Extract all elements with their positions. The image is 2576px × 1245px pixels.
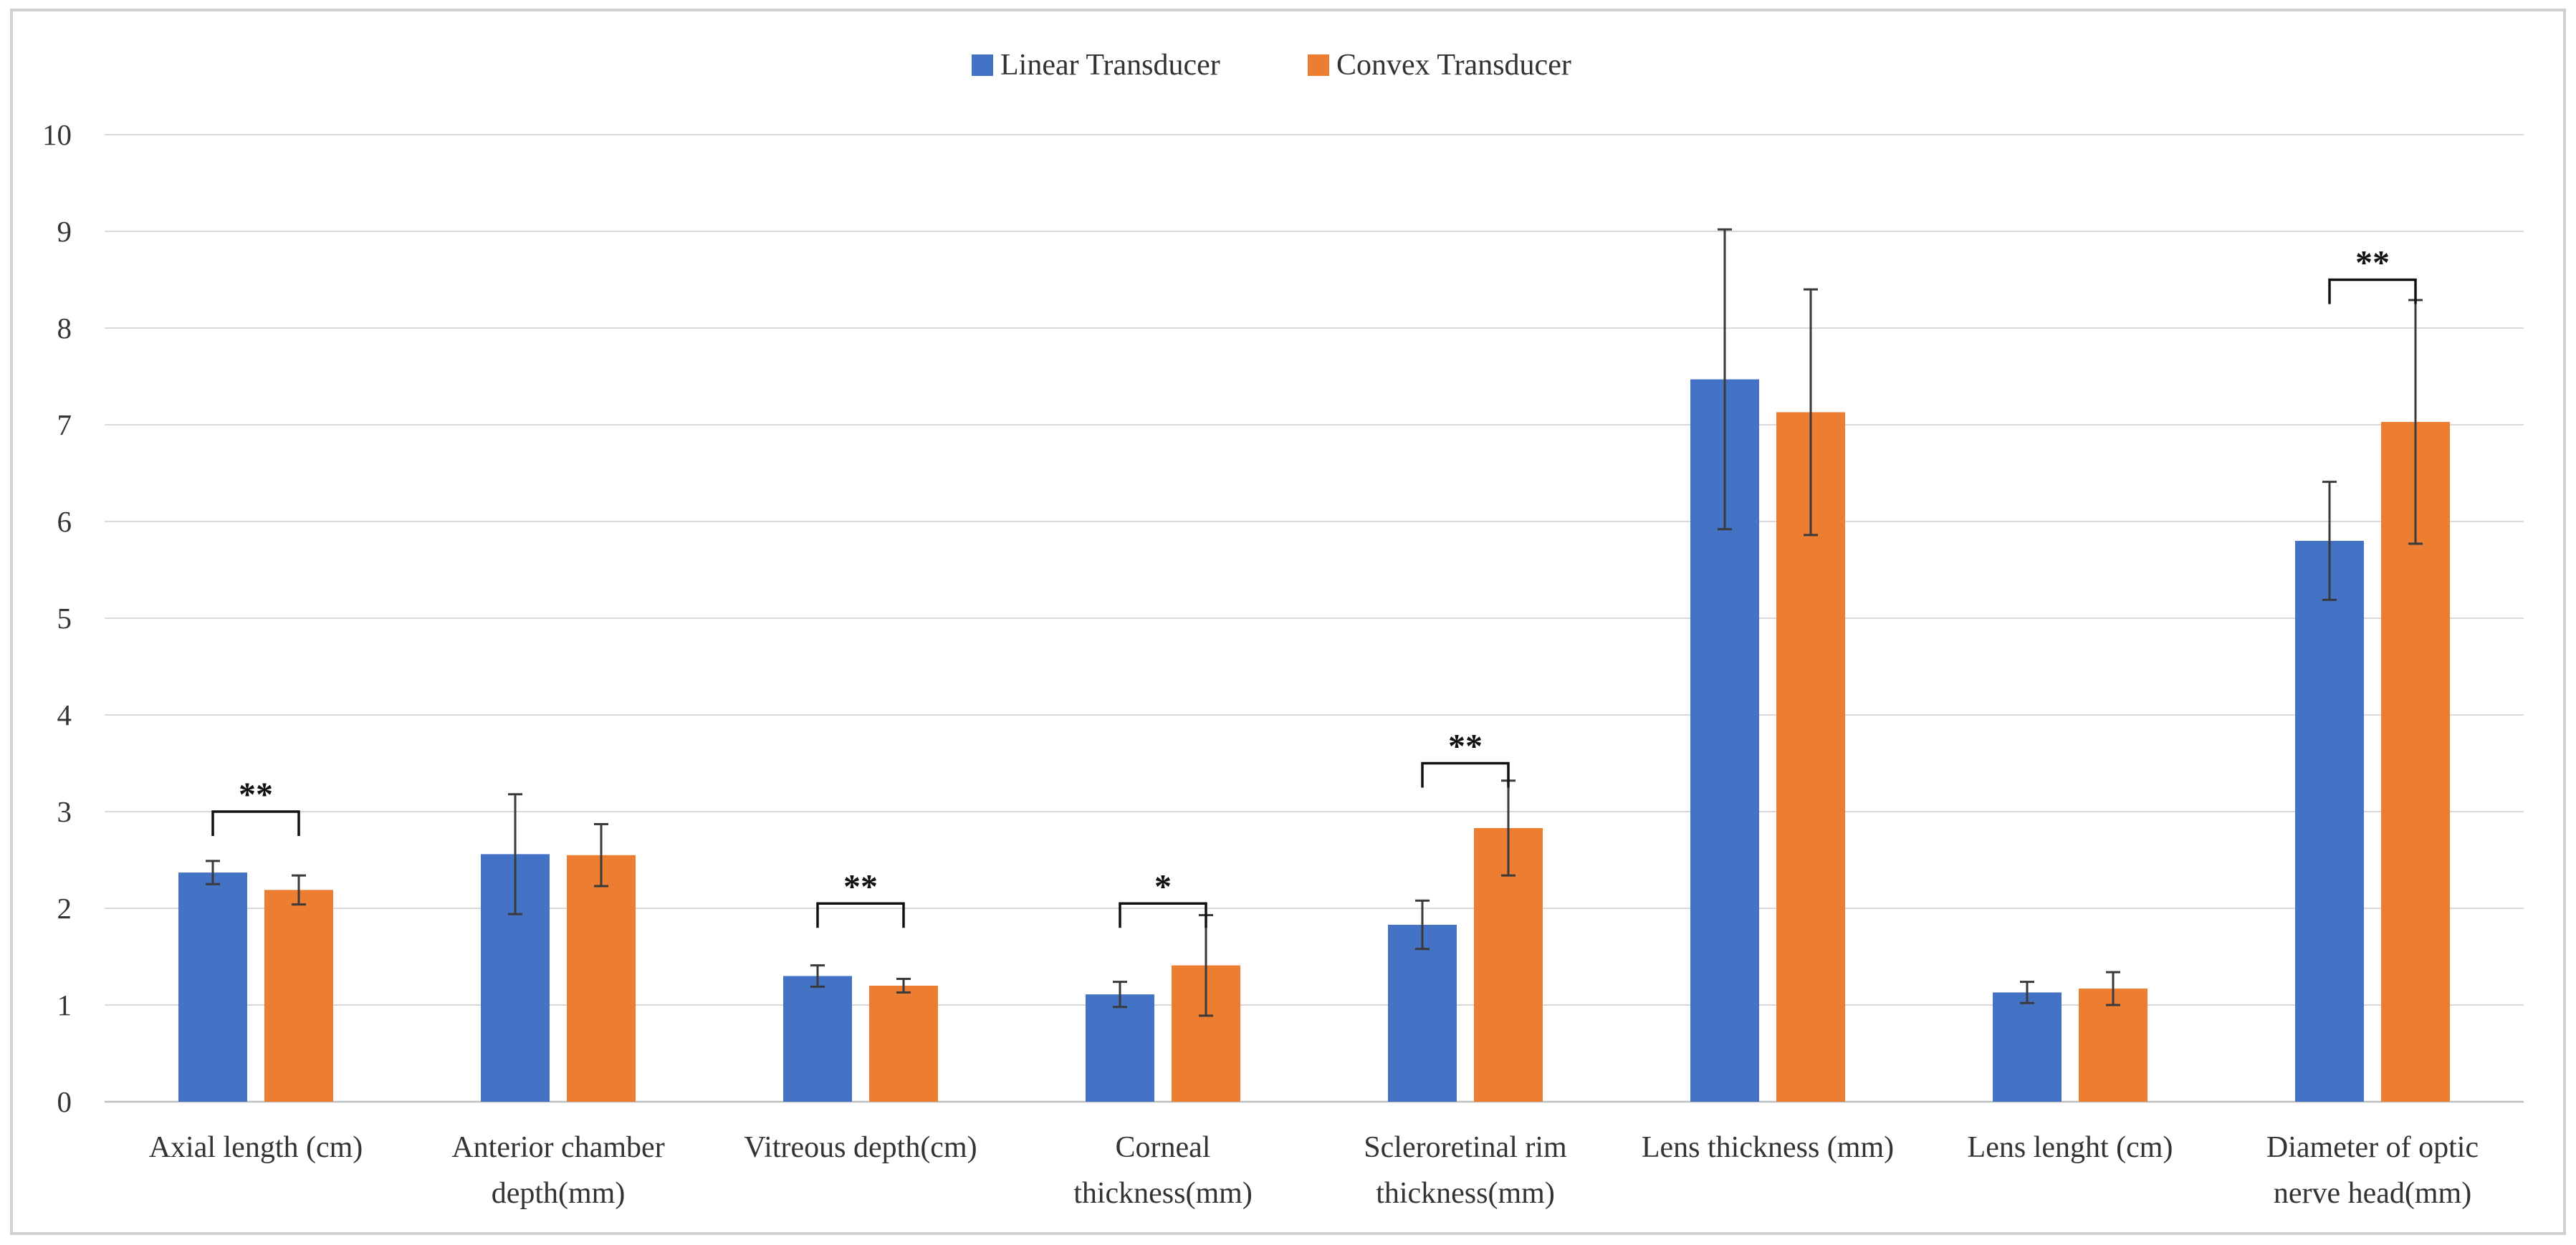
x-category-label: Scleroretinal rim <box>1364 1131 1567 1164</box>
x-category-label: Diameter of optic <box>2266 1131 2479 1164</box>
legend-label: Convex Transducer <box>1336 49 1571 82</box>
bar-linear <box>178 873 247 1102</box>
significance-bracket <box>816 902 905 928</box>
significance-bracket <box>1119 902 1207 928</box>
y-tick-label: 8 <box>57 312 72 345</box>
bar-convex <box>2079 989 2148 1102</box>
y-tick-label: 7 <box>57 408 72 441</box>
x-category-label: Vitreous depth(cm) <box>744 1131 977 1164</box>
bar-linear <box>1388 924 1457 1102</box>
significance-label: * <box>1154 867 1172 905</box>
y-tick-label: 9 <box>57 215 72 248</box>
bar-linear <box>1086 994 1154 1102</box>
bar-linear <box>783 976 852 1102</box>
legend: Linear Transducer Convex Transducer <box>972 49 1571 82</box>
x-category-label: Lens lenght (cm) <box>1968 1131 2173 1164</box>
significance-markers: **** ***** <box>211 244 2417 928</box>
x-category-label: thickness(mm) <box>1376 1177 1555 1210</box>
significance-label: ** <box>1448 728 1483 766</box>
significance-label: ** <box>2355 244 2390 282</box>
x-axis-category-labels: Axial length (cm) Anterior chamber depth(m… <box>149 1131 2479 1210</box>
x-category-label: Lens thickness (mm) <box>1642 1131 1894 1164</box>
significance-bracket <box>211 810 300 836</box>
y-tick-label: 5 <box>57 602 72 635</box>
bars <box>178 379 2450 1102</box>
bar-linear <box>2295 541 2364 1102</box>
gridlines <box>105 134 2524 1103</box>
significance-bracket <box>2328 278 2417 304</box>
x-category-label: Axial length (cm) <box>149 1131 363 1164</box>
significance-label: ** <box>239 776 273 814</box>
bar-linear <box>1993 992 2062 1102</box>
y-axis-ticks: 0 1 2 3 4 5 6 7 8 9 10 <box>42 118 72 1118</box>
error-bars <box>206 228 2423 1017</box>
x-category-label: nerve head(mm) <box>2274 1177 2471 1210</box>
x-category-label: Anterior chamber <box>451 1131 664 1164</box>
significance-label: ** <box>843 867 878 905</box>
bar-convex <box>264 890 333 1102</box>
significance-bracket <box>1421 761 1510 788</box>
legend-swatch-linear <box>972 54 993 76</box>
bar-convex <box>869 986 938 1102</box>
y-tick-label: 4 <box>57 698 72 731</box>
bar-convex <box>567 855 636 1102</box>
chart-frame <box>10 9 2566 1235</box>
x-category-label: thickness(mm) <box>1073 1177 1253 1210</box>
y-tick-label: 6 <box>57 505 72 538</box>
legend-label: Linear Transducer <box>1000 49 1220 82</box>
y-tick-label: 0 <box>57 1085 72 1118</box>
x-category-label: depth(mm) <box>492 1177 626 1210</box>
y-tick-label: 3 <box>57 795 72 828</box>
x-category-label: Corneal <box>1116 1131 1211 1164</box>
y-tick-label: 1 <box>57 989 72 1022</box>
y-tick-label: 2 <box>57 892 72 925</box>
legend-swatch-convex <box>1308 54 1329 76</box>
y-tick-label: 10 <box>42 118 72 151</box>
